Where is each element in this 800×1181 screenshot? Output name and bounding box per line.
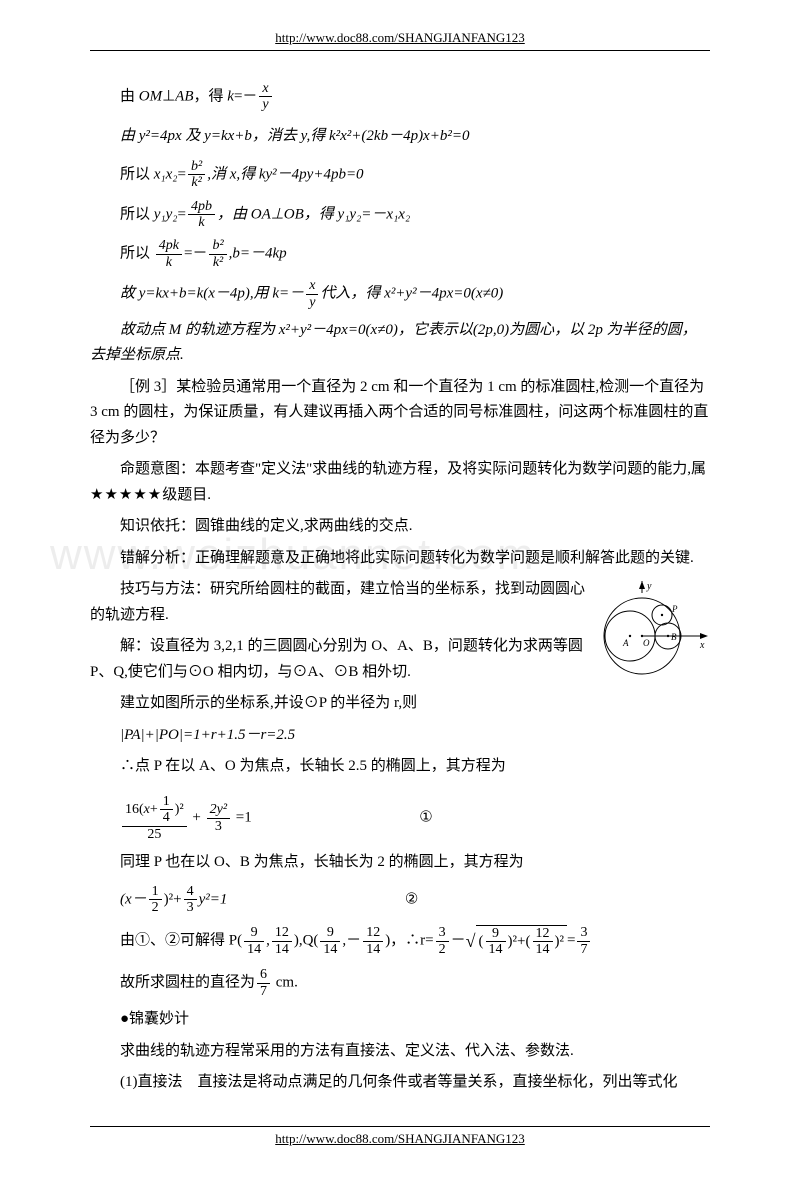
line-15: |PA|+|PO|=1+r+1.5－r=2.5: [90, 723, 710, 749]
line-22: (1)直接法 直接法是将动点满足的几何条件或者等量关系，直接坐标化，列出等式化: [90, 1070, 710, 1096]
line-16: ∴点 P 在以 A、O 为焦点，长轴长 2.5 的椭圆上，其方程为: [90, 754, 710, 780]
line-14: 建立如图所示的坐标系,并设⊙P 的半径为 r,则: [90, 691, 710, 717]
line-18: 由①、②可解得 P(914,1214),Q(914,－1214)，∴r=32－√…: [120, 923, 710, 959]
line-6: 故 y=kx+b=k(x－4p),用 k=－xy代入，得 x²+y²－4px=0…: [120, 278, 710, 310]
sqrt-icon: √(914)²+(1214)²: [466, 923, 567, 959]
frac-4pkk: 4pkk: [156, 238, 182, 270]
stars-icon: ★★★★★: [90, 487, 162, 503]
frac-xy2: xy: [306, 278, 318, 310]
line-11: 错解分析：正确理解题意及正确地将此实际问题转化为数学问题是顺利解答此题的关键.: [90, 546, 710, 572]
line-9: 命题意图：本题考查"定义法"求曲线的轨迹方程，及将实际问题转化为数学问题的能力,…: [90, 457, 710, 508]
header-url: http://www.doc88.com/SHANGJIANFANG123: [90, 30, 710, 46]
line-2: 由 y²=4px 及 y=kx+b，消去 y,得 k²x²+(2kb－4p)x+…: [120, 121, 710, 151]
svg-text:x: x: [699, 640, 705, 651]
svg-text:A: A: [622, 638, 629, 648]
header-line: [90, 50, 710, 51]
frac-b2k2: b²k²: [188, 159, 205, 191]
circle-2-icon: ②: [405, 891, 418, 907]
line-10: 知识依托：圆锥曲线的定义,求两曲线的交点.: [90, 514, 710, 540]
line-3: 所以 x₁x₂=b²k²,消 x,得 ky²－4py+4pb=0: [120, 159, 710, 191]
equation-2: (x－12)²+43y²=1 ②: [120, 884, 710, 916]
footer-url: http://www.doc88.com/SHANGJIANFANG123: [90, 1131, 710, 1147]
footer-line: [90, 1126, 710, 1127]
line-21: 求曲线的轨迹方程常采用的方法有直接法、定义法、代入法、参数法.: [90, 1039, 710, 1065]
frac-4pbk: 4pbk: [188, 199, 215, 231]
equation-1: 16(x+14)² 25 + 2y²3 =1 ①: [120, 794, 710, 842]
frac-xy1: xy: [259, 81, 271, 113]
svg-text:P: P: [671, 604, 678, 614]
section-heading: ●锦囊妙计: [90, 1007, 710, 1033]
svg-text:B: B: [671, 632, 677, 642]
line-5: 所以 4pkk=－b²k²,b=－4kp: [120, 238, 710, 270]
line-7: 故动点 M 的轨迹方程为 x²+y²－4px=0(x≠0)，它表示以(2p,0)…: [90, 318, 710, 369]
example-3: ［例 3］某检验员通常用一个直径为 2 cm 和一个直径为 1 cm 的标准圆柱…: [90, 375, 710, 452]
svg-text:y: y: [646, 581, 652, 592]
document-page: http://www.doc88.com/SHANGJIANFANG123 ww…: [0, 0, 800, 1181]
line-19: 故所求圆柱的直径为67 cm.: [120, 967, 710, 999]
line-17: 同理 P 也在以 O、B 为焦点，长轴长为 2 的椭圆上，其方程为: [90, 850, 710, 876]
line-4: 所以 y₁y₂=4pbk，由 OA⊥OB，得 y₁y₂=－x₁x₂: [120, 199, 710, 231]
frac-b2k2-2: b²k²: [209, 238, 226, 270]
diagram-figure: y x A O B P: [600, 581, 710, 681]
line-1: 由 OM⊥AB，得 k=－xy: [120, 81, 710, 113]
circles-diagram-icon: y x A O B P: [600, 581, 710, 681]
circle-1-icon: ①: [419, 809, 432, 825]
svg-text:O: O: [643, 638, 650, 648]
